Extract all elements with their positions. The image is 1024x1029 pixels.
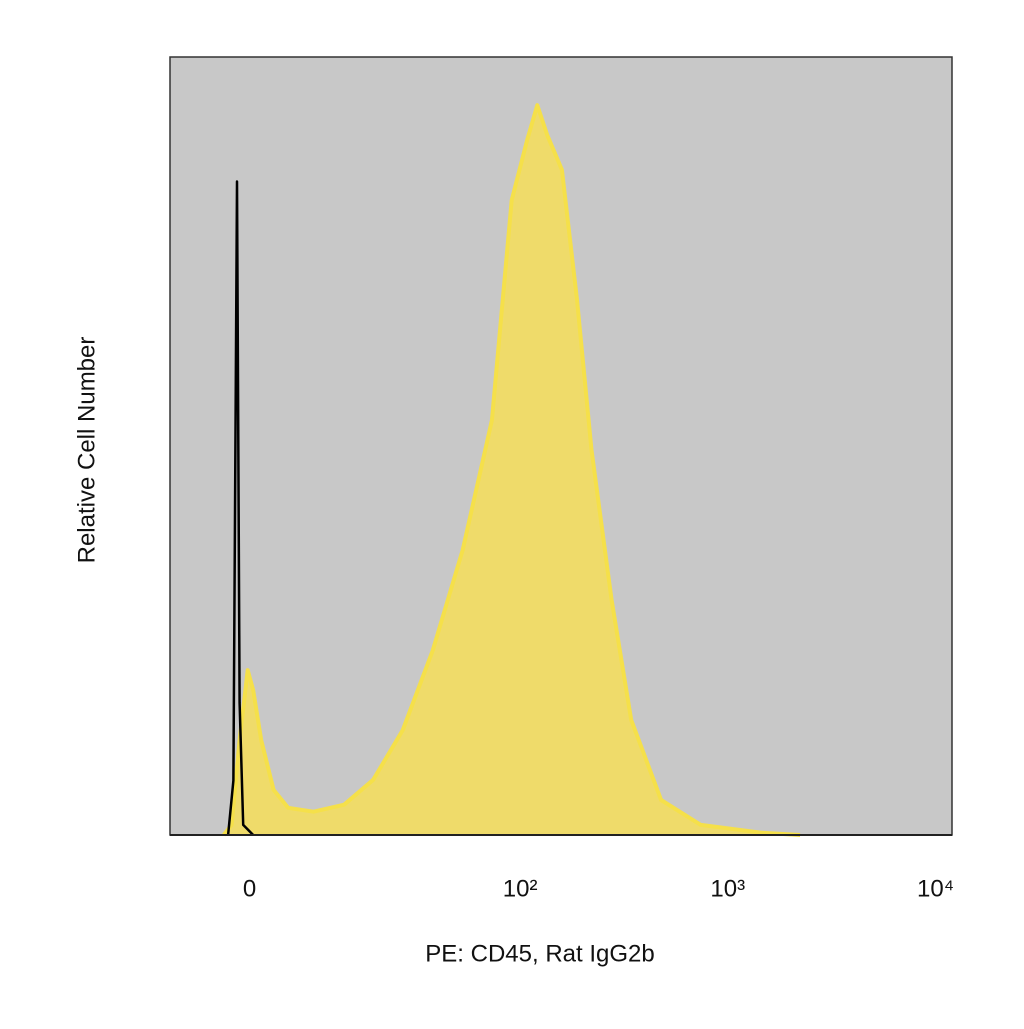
line bbox=[226, 180, 255, 836]
marks bbox=[222, 103, 801, 837]
x-tick-label: 0 bbox=[243, 875, 256, 902]
line bbox=[222, 103, 801, 837]
x-axis-label: PE: CD45, Rat IgG2b bbox=[425, 940, 654, 967]
area bbox=[223, 105, 801, 835]
x-tick-label: 10² bbox=[503, 875, 538, 902]
x-tick-label: 10⁴ bbox=[917, 875, 954, 902]
y-axis-label: Relative Cell Number bbox=[73, 337, 100, 564]
x-tick-label: 10³ bbox=[710, 875, 745, 902]
